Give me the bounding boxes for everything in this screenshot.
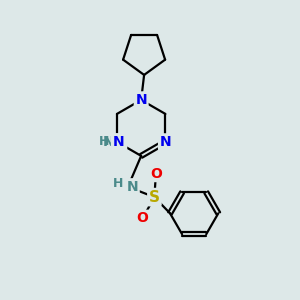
Text: NH: NH: [102, 135, 126, 149]
Text: H: H: [113, 177, 124, 190]
Text: N: N: [127, 180, 138, 194]
Text: N: N: [135, 93, 147, 107]
Text: H: H: [98, 135, 109, 148]
Text: N: N: [112, 135, 124, 149]
Text: N: N: [160, 135, 171, 149]
Text: O: O: [150, 167, 162, 181]
Text: S: S: [149, 190, 160, 205]
Text: O: O: [137, 211, 148, 225]
